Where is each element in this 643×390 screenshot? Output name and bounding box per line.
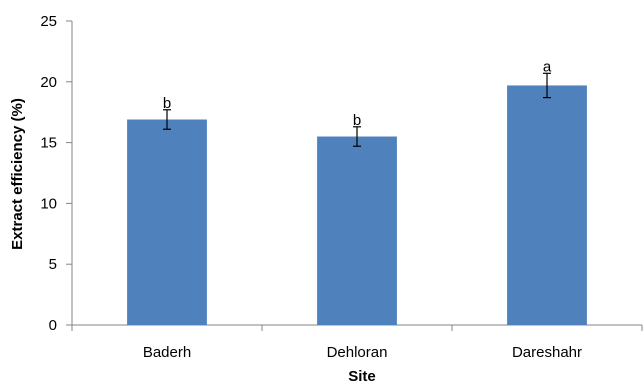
labels: 0 5 10 15 20 25 b Baderh b Dehloran a Dareshahr [40,13,582,361]
significance-label: b [353,112,361,129]
y-tick-label: 25 [40,13,57,30]
bar [317,136,397,325]
y-tick-label: 20 [40,74,57,91]
x-axis-title: Site [348,368,376,385]
y-axis-title: Extract efficiency (%) [9,98,26,250]
y-tick-label: 15 [40,135,57,152]
significance-label: b [163,95,171,112]
y-tick-label: 0 [49,317,57,334]
x-category-label: Baderh [143,344,191,361]
bar [127,119,207,325]
y-tick-label: 5 [49,256,57,273]
bars [127,72,587,325]
x-category-label: Dareshahr [512,344,582,361]
y-tick-label: 10 [40,195,57,212]
bar [507,85,587,325]
x-category-label: Dehloran [327,344,388,361]
significance-label: a [543,58,552,75]
